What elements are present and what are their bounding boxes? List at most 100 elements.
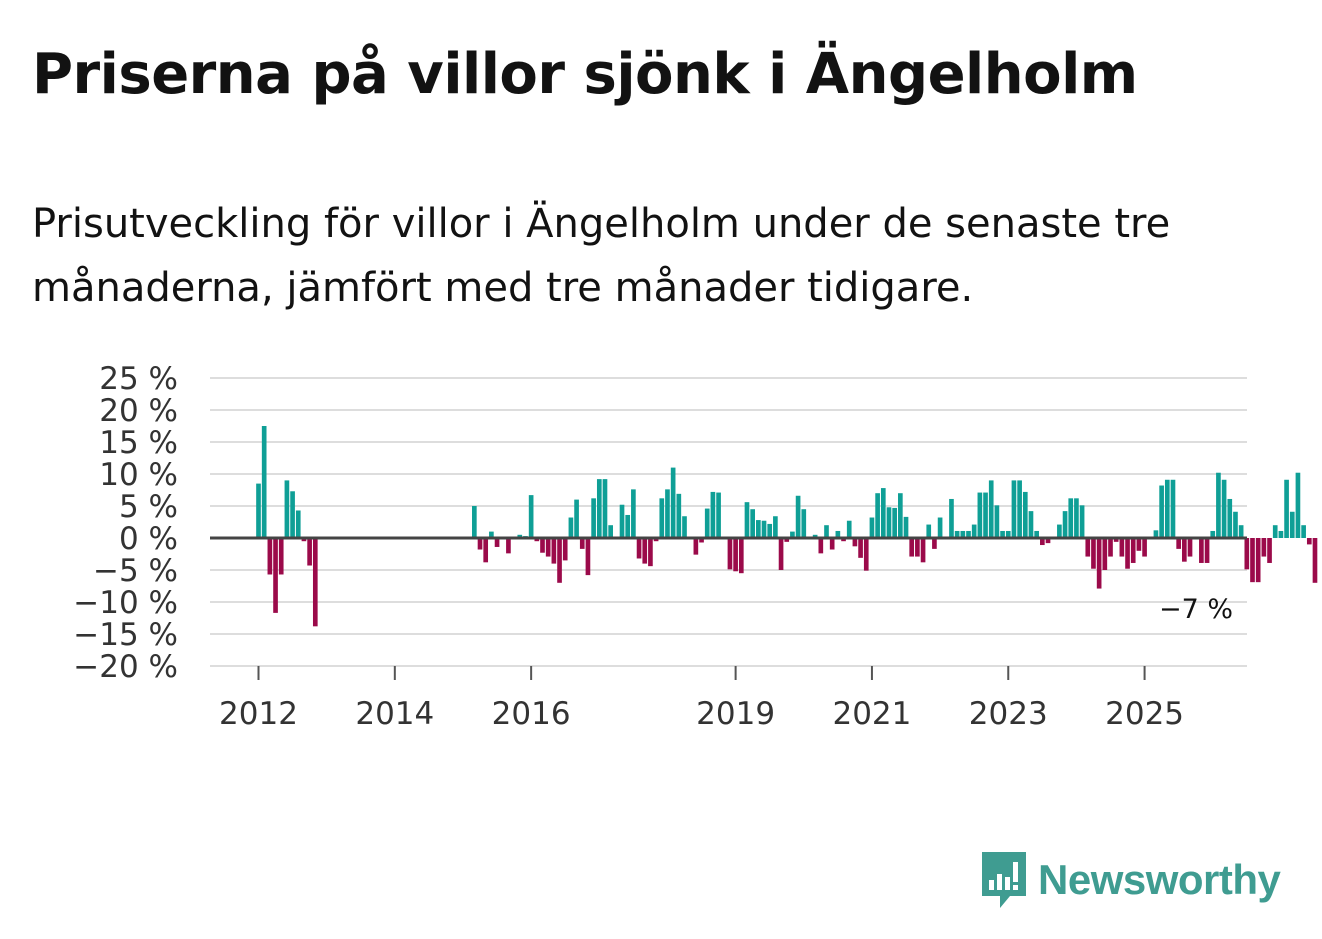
bar [898, 493, 903, 538]
bar [812, 534, 818, 538]
y-tick-label: −5 % [93, 553, 178, 589]
bar [761, 520, 767, 538]
bar [1136, 538, 1142, 551]
bar [596, 479, 602, 538]
bar [903, 516, 909, 538]
bar [750, 509, 755, 538]
bar [1238, 525, 1244, 538]
x-axis-ticks: 2012 2014 2016 2019 2021 2023 2025 [219, 666, 1184, 732]
bar [983, 492, 988, 538]
bar [1170, 479, 1176, 538]
bar [1022, 491, 1028, 538]
bar [1096, 538, 1102, 589]
bar [1091, 538, 1096, 569]
chart-subtitle: Prisutveckling för villor i Ängelholm un… [32, 201, 1171, 311]
bar [682, 516, 687, 538]
y-tick-label: −20 % [73, 649, 178, 685]
bar [1261, 538, 1267, 557]
bar [278, 538, 284, 575]
bar [619, 504, 625, 538]
bar [585, 538, 591, 576]
bar [1074, 498, 1079, 538]
bar [1040, 538, 1045, 546]
y-tick-label: 10 % [99, 457, 178, 493]
bar [886, 507, 892, 538]
bar [608, 525, 613, 538]
bar [915, 538, 920, 557]
bar [977, 492, 983, 538]
bar [858, 538, 863, 558]
y-tick-label: 20 % [99, 393, 178, 429]
bar [295, 510, 301, 538]
bar [1119, 538, 1125, 557]
bar [1187, 538, 1193, 557]
bar [1301, 525, 1306, 538]
newsworthy-logo-icon [982, 852, 1026, 908]
bar [562, 538, 568, 561]
bar [710, 491, 716, 538]
bar [290, 491, 295, 538]
bar [1113, 538, 1119, 542]
bar [489, 531, 494, 538]
y-tick-label: 5 % [119, 489, 178, 525]
bar [869, 517, 875, 538]
bar [1210, 530, 1216, 538]
bar [756, 520, 761, 538]
bar [875, 493, 880, 538]
bar [631, 489, 636, 538]
bar [568, 517, 574, 538]
bar [636, 538, 642, 559]
bar [1216, 472, 1221, 538]
bar [824, 525, 829, 538]
bar [801, 509, 807, 538]
bar [1272, 525, 1278, 538]
y-tick-label: −10 % [73, 585, 178, 621]
bar [284, 480, 290, 538]
bar [920, 538, 926, 563]
brand-name: Newsworthy [1038, 856, 1281, 903]
bar [1079, 505, 1085, 538]
bar [1017, 480, 1022, 538]
price-change-bar-chart: 25 %20 %15 %10 %5 %0 %−5 %−10 %−15 %−20 … [73, 361, 1318, 732]
y-tick-label: 15 % [99, 425, 178, 461]
bar [892, 507, 897, 538]
bar [1102, 538, 1108, 570]
bar [1028, 511, 1034, 538]
bar [1011, 480, 1017, 538]
bar [926, 524, 932, 538]
bar [261, 426, 267, 538]
bar [307, 538, 312, 566]
bar [267, 538, 273, 575]
bars [256, 426, 1318, 627]
bar [1250, 538, 1255, 583]
bar [534, 538, 540, 542]
bar [1057, 524, 1062, 538]
bar [1227, 498, 1233, 538]
gridlines [210, 377, 1247, 667]
bar [744, 502, 750, 538]
bar [625, 514, 631, 538]
bar [1000, 530, 1005, 538]
bar [949, 498, 954, 538]
bar [841, 538, 846, 542]
bar [648, 538, 653, 567]
bar [988, 480, 994, 538]
x-tick-label: 2025 [1105, 696, 1184, 732]
bar [835, 530, 841, 538]
x-tick-label: 2019 [696, 696, 775, 732]
bar [778, 538, 784, 570]
newsworthy-logo: Newsworthy [980, 848, 1281, 912]
y-axis-ticks: 25 %20 %15 %10 %5 %0 %−5 %−10 %−15 %−20 … [73, 361, 178, 685]
bar [528, 495, 534, 538]
bar [966, 530, 971, 538]
bar [1153, 530, 1159, 538]
bar [591, 498, 596, 538]
bar [846, 520, 852, 538]
bar [1284, 479, 1289, 538]
bar [301, 538, 307, 542]
bar [312, 538, 318, 627]
bar [1085, 538, 1091, 557]
bar [1068, 498, 1074, 538]
bar [1045, 538, 1051, 544]
bar [1159, 485, 1164, 538]
